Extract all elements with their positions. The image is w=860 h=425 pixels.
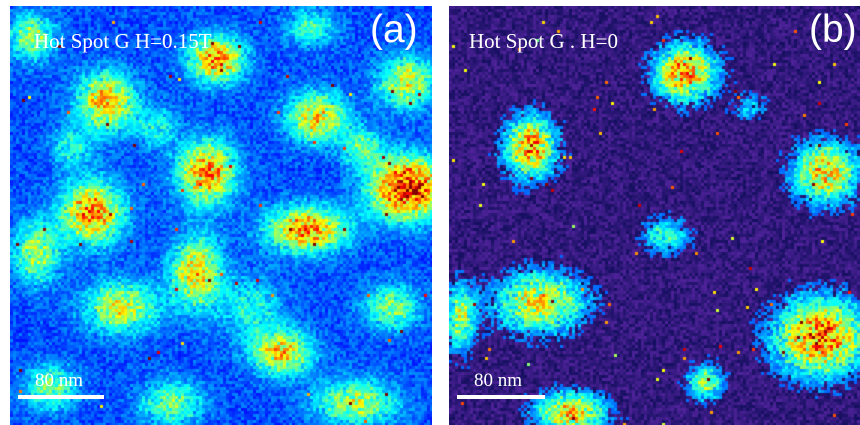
panel-b-scale-label: 80 nm <box>474 370 523 391</box>
heatmap-image-a <box>10 6 432 425</box>
map-panel-a: Hot Spot G H=0.15T (a) 80 nm <box>10 6 432 425</box>
panel-b-scale-bar <box>457 395 545 399</box>
map-panel-b: Hot Spot G . H=0 (b) 80 nm <box>449 6 860 425</box>
panel-b-label: Hot Spot G . H=0 <box>469 29 618 53</box>
panel-a-scale-bar <box>18 395 104 399</box>
panel-b-letter: (b) <box>809 8 857 51</box>
panel-a-letter: (a) <box>370 8 418 51</box>
heatmap-image-b <box>449 6 860 425</box>
panel-a-scale-label: 80 nm <box>35 370 84 391</box>
panel-a-label: Hot Spot G H=0.15T <box>34 29 212 53</box>
